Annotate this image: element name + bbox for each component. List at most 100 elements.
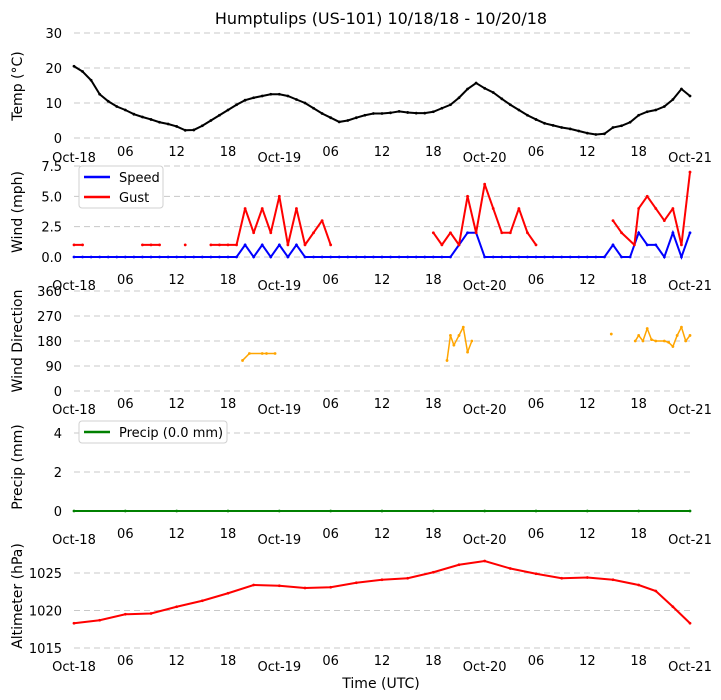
- data-point: [406, 111, 410, 114]
- data-point: [585, 509, 589, 513]
- data-point: [671, 207, 675, 210]
- series-speed: [72, 229, 692, 261]
- y-tick-label: 7.5: [41, 160, 62, 175]
- data-point: [363, 113, 367, 117]
- data-point: [534, 255, 538, 259]
- data-point: [192, 255, 196, 259]
- data-point: [620, 255, 623, 259]
- legend: [78, 420, 228, 444]
- data-point: [423, 111, 427, 115]
- data-point: [72, 255, 76, 259]
- series-segment: [637, 195, 649, 210]
- data-point: [241, 359, 244, 362]
- data-point: [449, 103, 452, 107]
- data-point: [457, 334, 461, 337]
- data-point: [200, 255, 204, 259]
- data-point: [654, 339, 658, 343]
- legend-label: Precip (0.0 mm): [119, 426, 223, 441]
- data-point: [543, 255, 546, 259]
- data-point: [431, 110, 435, 114]
- data-point: [517, 255, 521, 259]
- data-point: [680, 325, 683, 329]
- data-point: [662, 219, 666, 223]
- x-tick-label: 06: [322, 397, 339, 412]
- data-point: [132, 112, 136, 116]
- series-segment: [252, 208, 264, 234]
- data-point: [226, 255, 230, 259]
- x-tick-label: 06: [528, 273, 545, 288]
- data-point: [243, 207, 247, 210]
- data-point: [277, 243, 281, 247]
- data-point: [226, 108, 230, 112]
- data-point: [149, 612, 153, 615]
- data-point: [329, 585, 333, 589]
- data-point: [452, 343, 456, 347]
- data-point: [329, 509, 333, 513]
- data-point: [632, 243, 636, 247]
- x-tick-label: Oct-18: [52, 403, 96, 418]
- x-tick-label: 12: [579, 527, 596, 542]
- data-point: [662, 255, 666, 259]
- y-axis-label: Wind (mph): [10, 171, 26, 253]
- x-tick-label: Oct-18: [52, 660, 96, 675]
- series-segment: [612, 220, 623, 234]
- series-segment: [242, 352, 250, 361]
- data-point: [560, 126, 564, 129]
- y-axis-label: Wind Direction: [10, 290, 26, 393]
- data-point: [226, 591, 230, 595]
- data-point: [158, 243, 161, 247]
- data-point: [389, 111, 392, 115]
- x-tick-label: 18: [630, 654, 647, 669]
- x-tick-label: 06: [322, 273, 339, 288]
- x-tick-label: Oct-20: [463, 279, 507, 294]
- data-point: [149, 243, 153, 247]
- data-point: [517, 207, 521, 210]
- series-segment: [244, 208, 255, 234]
- series-segment: [295, 208, 306, 246]
- data-point: [603, 255, 606, 259]
- data-point: [243, 243, 247, 247]
- data-point: [483, 559, 487, 563]
- series-segment: [462, 326, 469, 353]
- data-point: [645, 243, 649, 247]
- data-point: [226, 509, 230, 513]
- series-segment: [458, 326, 464, 336]
- data-point: [650, 338, 653, 342]
- data-point: [337, 255, 341, 259]
- data-point: [175, 605, 179, 609]
- y-tick-label: 270: [37, 310, 62, 325]
- data-point: [123, 108, 127, 112]
- data-point: [526, 255, 529, 259]
- y-tick-label: 5.0: [41, 190, 62, 205]
- x-tick-label: 12: [579, 654, 596, 669]
- series-segment: [261, 208, 272, 234]
- data-point: [243, 98, 247, 102]
- data-point: [320, 255, 324, 259]
- data-point: [470, 339, 474, 343]
- x-tick-label: 12: [374, 273, 391, 288]
- data-point: [688, 509, 692, 513]
- data-point: [295, 98, 298, 101]
- y-tick-label: 360: [37, 285, 62, 300]
- x-tick-label: Oct-19: [257, 151, 301, 166]
- data-point: [534, 118, 538, 121]
- y-tick-label: 0: [54, 505, 62, 520]
- data-point: [551, 255, 555, 259]
- data-point: [354, 255, 358, 259]
- x-tick-label: Oct-20: [463, 151, 507, 166]
- data-point: [312, 231, 315, 235]
- x-tick-label: 06: [117, 654, 134, 669]
- data-point: [654, 108, 658, 112]
- data-point: [457, 243, 461, 247]
- x-tick-label: Oct-20: [463, 533, 507, 548]
- data-point: [637, 231, 641, 235]
- data-point: [431, 231, 435, 235]
- data-point: [680, 243, 683, 247]
- x-tick-label: Oct-18: [52, 533, 96, 548]
- data-point: [123, 509, 127, 513]
- data-point: [89, 78, 93, 82]
- data-point: [337, 120, 341, 124]
- series-segment: [526, 232, 537, 246]
- data-point: [235, 255, 238, 259]
